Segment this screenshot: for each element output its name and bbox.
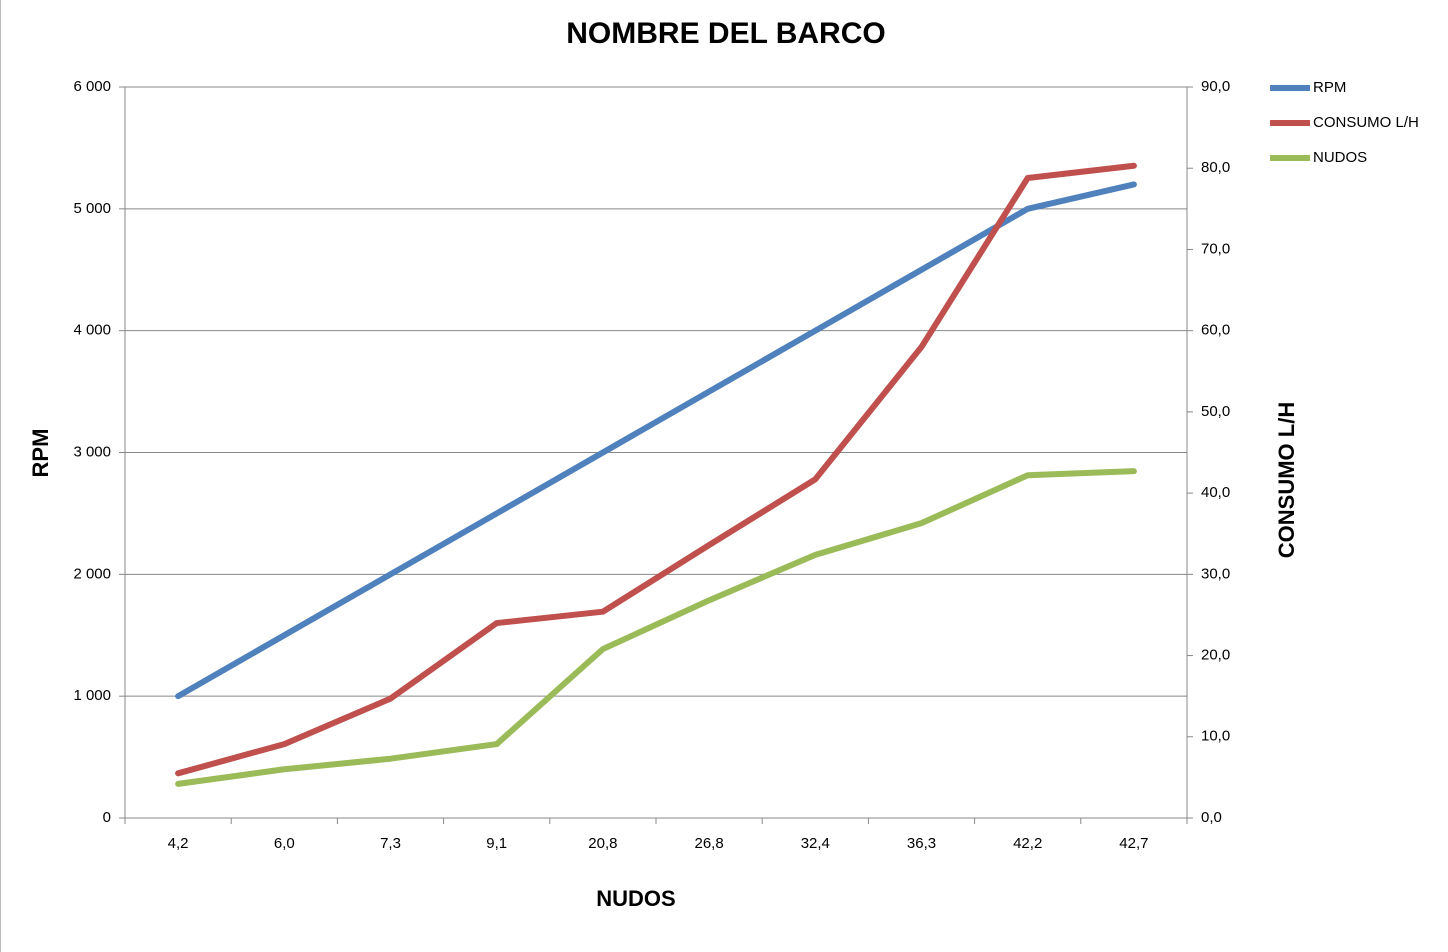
y2-tick-label: 0,0 xyxy=(1201,809,1222,826)
x-tick-label: 26,8 xyxy=(694,835,723,852)
legend-label: NUDOS xyxy=(1313,149,1367,166)
y2-tick-label: 80,0 xyxy=(1201,159,1230,176)
x-tick-label: 32,4 xyxy=(801,835,830,852)
y2-tick-label: 10,0 xyxy=(1201,728,1230,745)
legend-label: CONSUMO L/H xyxy=(1313,114,1419,131)
x-tick-label: 7,3 xyxy=(380,835,401,852)
y2-tick-label: 90,0 xyxy=(1201,78,1230,95)
y-tick-label: 4 000 xyxy=(73,322,111,339)
x-tick-label: 4,2 xyxy=(168,835,189,852)
y-tick-label: 6 000 xyxy=(73,78,111,95)
x-tick-label: 20,8 xyxy=(588,835,617,852)
y-tick-label: 0 xyxy=(103,809,111,826)
y2-tick-label: 20,0 xyxy=(1201,647,1230,664)
x-tick-label: 9,1 xyxy=(486,835,507,852)
y-tick-label: 2 000 xyxy=(73,565,111,582)
y-tick-label: 1 000 xyxy=(73,687,111,704)
x-axis-label: NUDOS xyxy=(596,886,675,911)
y2-tick-label: 70,0 xyxy=(1201,240,1230,257)
x-tick-label: 42,7 xyxy=(1119,835,1148,852)
y-axis-label: RPM xyxy=(28,429,53,478)
y2-tick-label: 60,0 xyxy=(1201,322,1230,339)
y-tick-label: 3 000 xyxy=(73,443,111,460)
y2-tick-label: 50,0 xyxy=(1201,403,1230,420)
x-tick-label: 36,3 xyxy=(907,835,936,852)
series-line xyxy=(175,468,1137,787)
x-tick-label: 42,2 xyxy=(1013,835,1042,852)
series-line xyxy=(175,162,1137,777)
y2-tick-label: 30,0 xyxy=(1201,565,1230,582)
y-tick-label: 5 000 xyxy=(73,200,111,217)
legend-label: RPM xyxy=(1313,79,1346,96)
x-tick-label: 6,0 xyxy=(274,835,295,852)
y2-tick-label: 40,0 xyxy=(1201,484,1230,501)
series-line xyxy=(175,181,1137,700)
chart-title: NOMBRE DEL BARCO xyxy=(566,17,885,50)
y2-axis-label: CONSUMO L/H xyxy=(1274,402,1299,558)
